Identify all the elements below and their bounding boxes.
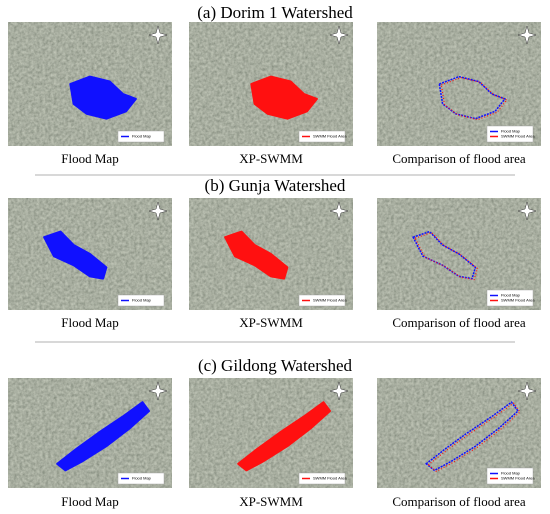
map-panel: SWMM Flood Area [189, 378, 353, 488]
compass [329, 381, 349, 401]
legend-label: SWMM Flood Area [313, 476, 347, 481]
compass [148, 381, 168, 401]
compass [329, 201, 349, 221]
swmm-outline [414, 231, 479, 281]
panel-caption: Flood Map [61, 151, 118, 166]
compass [148, 25, 168, 45]
panel-caption: Flood Map [61, 315, 118, 330]
panel-caption: Comparison of flood area [392, 494, 525, 509]
flood-map-outline [438, 75, 507, 120]
map-panel: SWMM Flood Area [189, 198, 353, 310]
panel-caption: XP-SWMM [239, 315, 303, 330]
compass [517, 201, 537, 221]
legend-label: Flood Map [132, 298, 152, 303]
satellite-texture [189, 378, 353, 488]
legend-box [486, 467, 534, 485]
panel-caption: XP-SWMM [239, 151, 303, 166]
flood-area [250, 75, 318, 120]
satellite-texture [377, 22, 541, 146]
panel-caption: Comparison of flood area [392, 315, 525, 330]
map-panel: Flood Map [8, 198, 172, 310]
legend-box [117, 294, 165, 307]
flood-area [43, 230, 108, 280]
swmm-outline [427, 402, 521, 473]
flood-area [56, 401, 150, 472]
compass [148, 201, 168, 221]
panel-caption: XP-SWMM [239, 494, 303, 509]
section-title: (b) Gunja Watershed [205, 176, 346, 195]
legend-label: SWMM Flood Area [501, 298, 535, 303]
legend-box [117, 472, 165, 485]
legend-label: Flood Map [501, 129, 521, 134]
panel-caption: Comparison of flood area [392, 151, 525, 166]
compass [329, 25, 349, 45]
legend-box [298, 130, 346, 143]
legend-label: SWMM Flood Area [501, 476, 535, 481]
flood-area [237, 401, 331, 472]
flood-map-outline [424, 401, 520, 472]
legend-box [117, 130, 165, 143]
map-panel: Flood Map [8, 22, 172, 146]
compass [517, 381, 537, 401]
legend-label: SWMM Flood Area [313, 298, 347, 303]
legend-label: Flood Map [501, 293, 521, 298]
flood-area [69, 75, 137, 120]
legend-box [486, 289, 534, 307]
legend-label: SWMM Flood Area [313, 134, 347, 139]
map-panel: SWMM Flood Area [189, 22, 353, 146]
panel-caption: Flood Map [61, 494, 118, 509]
compass [517, 25, 537, 45]
legend-box [298, 472, 346, 485]
flood-map-outline [412, 230, 477, 280]
legend-label: Flood Map [132, 134, 152, 139]
section-title: (c) Gildong Watershed [198, 356, 353, 375]
swmm-outline [440, 76, 508, 121]
satellite-texture [8, 378, 172, 488]
legend-box [486, 125, 534, 143]
legend-box [298, 294, 346, 307]
legend-label: Flood Map [132, 476, 152, 481]
section-title: (a) Dorim 1 Watershed [197, 3, 353, 22]
map-panel: Flood Map [8, 378, 172, 488]
legend-label: SWMM Flood Area [501, 134, 535, 139]
legend-label: Flood Map [501, 471, 521, 476]
flood-area [224, 230, 289, 280]
